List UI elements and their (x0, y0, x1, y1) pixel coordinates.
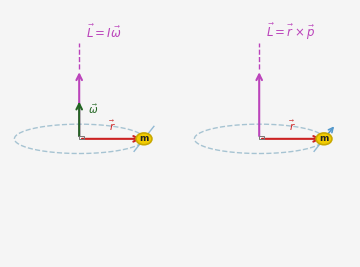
Text: $\vec{r}$: $\vec{r}$ (289, 119, 296, 133)
Text: $\vec{\omega}$: $\vec{\omega}$ (88, 102, 98, 116)
Text: $\vec{L} = \vec{r} \times \vec{p}$: $\vec{L} = \vec{r} \times \vec{p}$ (266, 22, 316, 42)
Text: $\vec{r}$: $\vec{r}$ (109, 119, 116, 133)
Circle shape (136, 133, 152, 145)
Text: $\vec{L} = I\vec{\omega}$: $\vec{L} = I\vec{\omega}$ (86, 23, 122, 41)
Circle shape (316, 133, 332, 145)
Text: m: m (319, 134, 329, 143)
Text: m: m (139, 134, 149, 143)
